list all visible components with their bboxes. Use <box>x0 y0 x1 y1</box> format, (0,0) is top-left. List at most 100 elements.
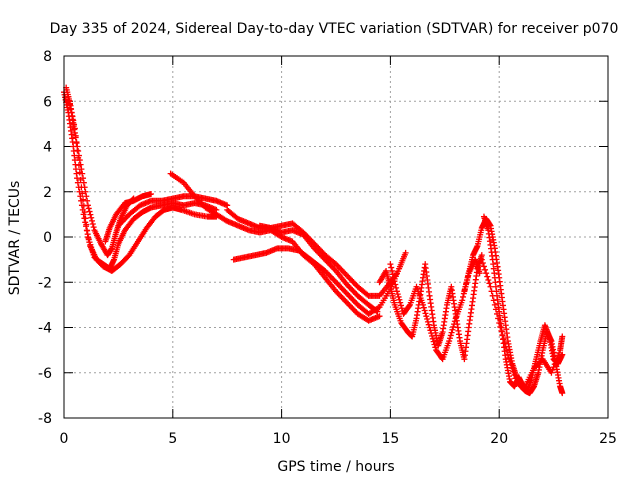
data-point <box>459 297 466 304</box>
data-point <box>447 332 454 339</box>
data-point <box>559 390 566 397</box>
data-point <box>483 270 490 277</box>
x-tick-label: 0 <box>60 431 69 447</box>
data-point <box>500 335 507 342</box>
data-point <box>65 93 72 100</box>
y-tick-label: 0 <box>43 230 52 246</box>
plot-frame <box>63 55 609 419</box>
chart-title: Day 335 of 2024, Sidereal Day-to-day VTE… <box>50 21 619 37</box>
data-point <box>495 315 502 322</box>
data-point <box>488 288 495 295</box>
y-tick-label: -6 <box>38 366 52 382</box>
data-point <box>451 318 458 325</box>
y-tick-label: 4 <box>43 140 52 156</box>
data-point <box>376 313 383 320</box>
data-point <box>559 333 566 340</box>
data-point <box>427 327 434 334</box>
data-point <box>373 307 380 314</box>
data-point <box>393 288 400 295</box>
data-point <box>490 297 497 304</box>
data-point <box>80 202 87 209</box>
x-tick-label: 5 <box>168 431 177 447</box>
data-point <box>87 211 94 218</box>
data-point <box>482 266 489 273</box>
x-tick-label: 15 <box>381 431 399 447</box>
data-point <box>389 271 396 278</box>
data-point <box>75 162 82 169</box>
data-point <box>480 263 487 270</box>
data-point <box>496 319 503 326</box>
data-point <box>80 179 87 186</box>
data-point <box>487 283 494 290</box>
data-point <box>420 301 427 308</box>
data-point <box>82 215 89 222</box>
data-point <box>498 327 505 334</box>
data-point <box>420 304 427 311</box>
data-point <box>394 291 401 298</box>
data-point <box>428 330 435 337</box>
data-point <box>551 361 558 368</box>
data-point <box>489 292 496 299</box>
data-point <box>429 332 436 339</box>
data-point <box>512 375 519 382</box>
data-point <box>82 188 89 195</box>
data-point <box>74 179 81 186</box>
data-points <box>61 84 566 397</box>
data-point <box>424 316 431 323</box>
data-point <box>491 301 498 308</box>
data-point <box>476 270 483 277</box>
data-point <box>67 105 74 112</box>
data-point <box>505 355 512 362</box>
data-point <box>74 147 81 154</box>
data-point <box>492 306 499 313</box>
data-point <box>431 341 438 348</box>
data-point <box>392 281 399 288</box>
data-point <box>72 132 79 139</box>
y-tick-label: 8 <box>43 49 52 65</box>
data-point <box>430 338 437 345</box>
data-point <box>422 310 429 317</box>
data-point <box>89 217 96 224</box>
data-point <box>446 338 453 345</box>
series-arc-e <box>115 193 231 229</box>
y-tick-label: -2 <box>38 275 52 291</box>
data-point <box>83 221 90 228</box>
data-point <box>550 364 557 371</box>
x-axis-label: GPS time / hours <box>277 459 394 475</box>
data-point <box>423 313 430 320</box>
data-point <box>387 261 394 268</box>
data-point <box>388 264 395 271</box>
data-point <box>484 273 491 280</box>
data-point <box>71 121 78 128</box>
data-point <box>494 310 501 317</box>
data-point <box>70 117 77 124</box>
data-point <box>479 260 486 267</box>
data-point <box>393 284 400 291</box>
data-point <box>448 329 455 336</box>
y-tick-label: 2 <box>43 185 52 201</box>
data-point <box>421 307 428 314</box>
data-point <box>80 196 87 203</box>
data-point <box>84 197 91 204</box>
data-point <box>81 209 88 216</box>
data-point <box>559 351 566 358</box>
x-tick-label: 20 <box>490 431 508 447</box>
data-point <box>549 366 556 373</box>
data-point <box>73 140 80 147</box>
data-point <box>68 109 75 116</box>
data-point <box>66 97 73 104</box>
data-point <box>502 343 509 350</box>
data-point <box>507 358 514 365</box>
data-point <box>88 214 95 221</box>
series-arc-j <box>376 252 485 363</box>
data-point <box>374 308 381 315</box>
data-point <box>556 349 563 356</box>
data-point <box>89 220 96 227</box>
data-point <box>148 191 155 198</box>
data-point <box>424 318 431 325</box>
data-point <box>66 101 73 108</box>
data-point <box>398 302 405 309</box>
grid-lines <box>64 56 608 418</box>
data-point <box>501 339 508 346</box>
